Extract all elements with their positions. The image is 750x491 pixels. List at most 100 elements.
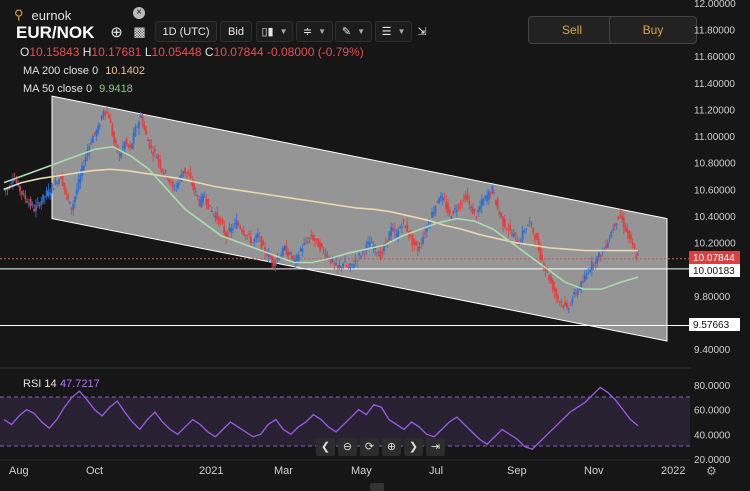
candle-body (296, 254, 298, 262)
chevron-down-icon: ▼ (357, 27, 366, 36)
candle-body (518, 244, 520, 246)
candle-body (216, 212, 219, 220)
close-label: C (204, 45, 214, 59)
candle-body (415, 241, 417, 245)
candle-body (294, 259, 297, 263)
candle-body (113, 132, 116, 143)
chart-type-button[interactable]: ▯▮ ▼ (256, 21, 293, 42)
monitor-icon[interactable]: ▩ (133, 23, 146, 39)
price-tick-label: 11.80000 (694, 26, 735, 37)
candle-body (123, 142, 126, 149)
ma200-legend[interactable]: MA 200 close 0 10.1402 (23, 65, 145, 77)
buy-button[interactable]: Buy (609, 16, 697, 44)
candle-body (186, 172, 188, 174)
reset-icon[interactable]: ⟳ (360, 438, 379, 456)
zoom-in-icon[interactable]: ⊕ (382, 438, 401, 456)
candle-body (225, 232, 227, 238)
candle-body (551, 280, 554, 290)
candle-body (338, 265, 341, 268)
interval-select[interactable]: 1D (UTC) (155, 21, 217, 42)
candle-body (388, 231, 391, 241)
zoom-out-icon[interactable]: ⊖ (338, 438, 357, 456)
hline-2-tag-text: 9.57663 (693, 320, 730, 331)
collapse-icon[interactable]: ⇲ (417, 26, 427, 38)
chevron-down-icon: ▼ (318, 27, 327, 36)
candle-body (617, 216, 620, 220)
candle-body (59, 175, 62, 179)
candle-body (418, 246, 421, 249)
candle-body (486, 195, 488, 202)
candle-body (125, 139, 128, 145)
price-type-select[interactable]: Bid (220, 21, 252, 42)
price-tick-label: 10.80000 (694, 159, 736, 170)
candle-body (228, 227, 231, 232)
candle-body (267, 253, 270, 257)
settings-gear-icon[interactable]: ⚙ (706, 464, 717, 478)
candle-body (173, 189, 176, 191)
candle-body (411, 234, 414, 246)
candle-body (249, 237, 252, 244)
candle-body (95, 130, 98, 137)
chevron-right-icon[interactable]: ❯ (404, 438, 423, 456)
candle-body (86, 149, 89, 157)
scroll-handle[interactable] (370, 483, 384, 491)
candle-body (244, 234, 247, 237)
candle-body (91, 135, 94, 143)
candle-body (507, 229, 510, 232)
draw-button[interactable]: ✎ ▼ (335, 21, 372, 42)
jump-end-icon[interactable]: ⇥ (426, 438, 445, 456)
candle-body (344, 261, 346, 263)
candle-body (360, 255, 362, 257)
candle-body (425, 226, 428, 233)
candle-body (97, 126, 100, 134)
indicators-icon: ≑ (302, 26, 313, 38)
candle-body (448, 209, 451, 214)
layers-button[interactable]: ☰ ▼ (375, 21, 412, 42)
candle-body (514, 232, 517, 236)
candle-body (461, 202, 464, 204)
close-value: 10.07844 (213, 45, 264, 59)
candle-body (326, 255, 329, 257)
candle-body (289, 252, 291, 255)
ma50-legend[interactable]: MA 50 close 0 9.9418 (23, 83, 133, 95)
symbol-search[interactable]: ⚲ eurnok (14, 7, 71, 23)
clear-search-icon[interactable]: × (133, 7, 145, 19)
ohlc-readout: O10.15843 H10.17681 L10.05448 C10.07844 … (20, 45, 364, 59)
candle-body (290, 255, 293, 259)
candle-body (589, 269, 591, 272)
chevron-left-icon[interactable]: ❮ (316, 438, 335, 456)
candle-body (233, 222, 236, 225)
candle-body (484, 195, 487, 199)
candle-body (317, 238, 320, 248)
price-tick-label: 11.00000 (694, 132, 735, 143)
candle-body (194, 191, 197, 193)
low-label: L (144, 45, 152, 59)
candle-body (187, 174, 190, 176)
candle-body (93, 132, 96, 134)
candle-body (434, 206, 437, 214)
candle-body (139, 115, 142, 119)
candle-body (578, 288, 581, 290)
candle-body (447, 203, 449, 213)
indicators-button[interactable]: ≑ ▼ (296, 21, 333, 42)
candle-body (624, 225, 627, 232)
candle-body (548, 274, 551, 281)
candle-body (27, 203, 30, 205)
candle-body (503, 218, 506, 228)
candle-body (480, 199, 483, 207)
candle-body (157, 154, 160, 162)
ma50-line (3, 145, 639, 290)
candle-body (273, 258, 275, 267)
add-icon[interactable]: ⊕ (110, 23, 123, 41)
candle-body (84, 156, 87, 162)
sell-button[interactable]: Sell (528, 16, 616, 44)
candle-body (102, 111, 105, 117)
candle-body (134, 126, 137, 137)
candle-body (8, 188, 11, 190)
candle-body (161, 168, 163, 172)
candle-body (212, 213, 215, 215)
price-tick-label: 11.60000 (694, 52, 735, 63)
search-input[interactable]: eurnok (31, 7, 72, 23)
symbol-title: EUR/NOK (16, 23, 95, 42)
